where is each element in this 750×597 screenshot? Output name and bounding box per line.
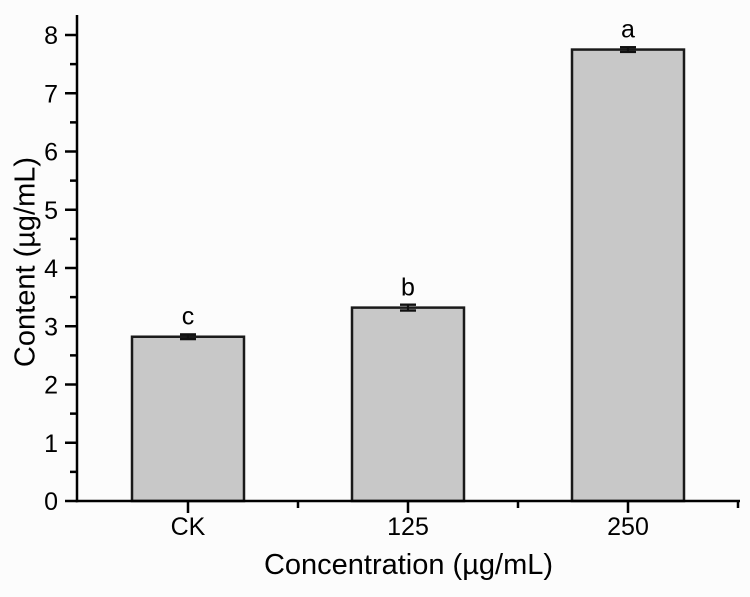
x-tick-label-CK: CK <box>171 513 206 541</box>
x-tick-label-250: 250 <box>607 513 649 541</box>
y-tick-label-2: 2 <box>44 372 58 400</box>
bar-125 <box>350 306 466 503</box>
bar-250 <box>570 48 686 503</box>
x-tick-label-125: 125 <box>387 513 429 541</box>
y-tick-label-6: 6 <box>44 139 58 167</box>
y-tick-label-0: 0 <box>44 488 58 516</box>
y-tick-label-8: 8 <box>44 22 58 50</box>
bar-CK <box>130 335 246 503</box>
y-axis-title: Content (µg/mL) <box>9 156 42 368</box>
sig-letter-CK: c <box>182 303 195 331</box>
y-tick-label-7: 7 <box>44 80 58 108</box>
y-tick-label-3: 3 <box>44 313 58 341</box>
y-tick-label-5: 5 <box>44 197 58 225</box>
x-axis-title: Concentration (µg/mL) <box>263 549 554 581</box>
y-tick-label-1: 1 <box>44 430 58 458</box>
sig-letter-125: b <box>401 274 415 302</box>
y-tick-label-4: 4 <box>44 255 58 283</box>
sig-letter-250: a <box>621 16 635 44</box>
